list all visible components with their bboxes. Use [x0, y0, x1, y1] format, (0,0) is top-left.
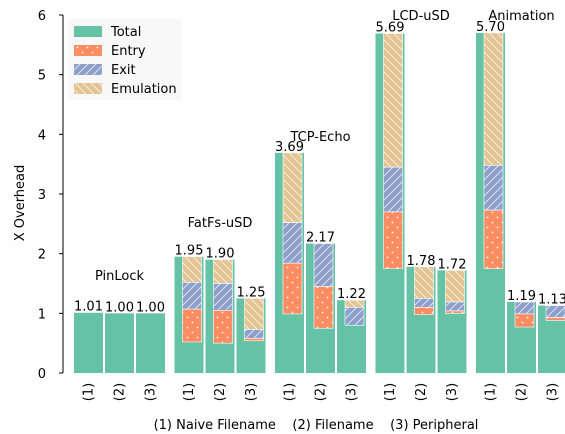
x-tick-label: (3) — [546, 383, 561, 401]
bar-emulation — [414, 266, 434, 299]
x-tick-label: (3) — [445, 383, 460, 401]
group-label: PinLock — [95, 269, 145, 284]
legend-label-exit: Exit — [111, 63, 136, 78]
legend-box — [68, 19, 182, 100]
x-tick-label: (3) — [244, 383, 259, 401]
bar-value-label: 1.78 — [407, 254, 436, 269]
group-label: Animation — [488, 9, 554, 24]
legend-swatch-exit — [74, 64, 102, 75]
x-tick-label: (2) — [314, 383, 329, 401]
bar-value-label: 1.00 — [105, 300, 134, 315]
y-axis-label: X Overhead — [13, 165, 28, 242]
x-tick-label: (1) — [283, 383, 298, 401]
bar-exit — [244, 329, 264, 339]
x-tick-label: (1) — [82, 383, 97, 401]
bar-value-label: 1.90 — [206, 247, 235, 262]
bar-value-label: 1.25 — [237, 285, 266, 300]
bar-exit — [383, 166, 403, 213]
group-label: FatFs-uSD — [188, 216, 253, 231]
y-tick-label: 2 — [38, 248, 46, 263]
y-tick-label: 4 — [38, 128, 46, 143]
x-tick-label: (1) — [182, 383, 197, 401]
bar-value-label: 3.69 — [275, 140, 304, 155]
group-labels-layer: PinLock FatFs-uSD TCP-Echo LCD-uSD Animation — [95, 9, 555, 284]
bar-total — [105, 313, 134, 373]
bar-exit — [483, 165, 504, 211]
bar-emulation — [445, 270, 465, 303]
bar-value-label: 5.69 — [376, 20, 405, 35]
bar-entry — [244, 338, 264, 342]
bar-total — [136, 313, 165, 373]
bar-entry — [213, 310, 233, 344]
bar-total — [74, 312, 103, 373]
bar-value-label: 1.00 — [136, 300, 165, 315]
x-tick-labels: (1) (2) (3) (1) (2) (3) (1) (2) (3) (1) (2) (3) (1) (… — [82, 383, 561, 401]
bar-exit — [282, 222, 303, 264]
bar-value-label: 1.13 — [538, 293, 565, 308]
bar-entry — [514, 313, 535, 328]
bar-entry — [383, 211, 403, 269]
y-tick-label: 1 — [38, 307, 46, 322]
x-caption: (1) Naive Filename (2) Filename (3) Peri… — [154, 418, 479, 433]
x-tick-label: (2) — [213, 383, 228, 401]
bar-entry — [545, 317, 565, 321]
y-tick-label: 3 — [38, 188, 46, 203]
bar-value-label: 5.70 — [476, 20, 505, 35]
bar-emulation — [483, 32, 504, 166]
bar-entry — [445, 310, 465, 314]
bar-emulation — [182, 256, 202, 283]
y-tick-label: 5 — [38, 69, 46, 84]
bar-value-label: 1.22 — [337, 287, 366, 302]
bar-value-label: 1.95 — [175, 244, 204, 259]
bars-layer — [74, 32, 565, 374]
bar-entry — [313, 286, 334, 329]
bar-exit — [313, 243, 334, 287]
bar-value-label: 2.17 — [306, 231, 335, 246]
legend-swatch-entry — [74, 45, 102, 56]
bar-emulation — [213, 259, 233, 284]
bar-entry — [483, 209, 504, 269]
group-label: TCP-Echo — [289, 130, 350, 145]
y-axis: 0 1 2 3 4 5 6 — [38, 9, 64, 382]
legend-label-emulation: Emulation — [111, 82, 177, 97]
legend-label-entry: Entry — [111, 44, 146, 59]
bar-exit — [414, 298, 434, 308]
bar-emulation — [383, 33, 403, 168]
bar-entry — [182, 308, 202, 343]
y-tick-label: 0 — [38, 367, 46, 382]
legend: Total Entry Exit Emulation — [68, 19, 182, 100]
x-tick-label: (2) — [414, 383, 429, 401]
legend-label-total: Total — [110, 25, 141, 40]
x-tick-label: (3) — [345, 383, 360, 401]
x-tick-label: (2) — [515, 383, 530, 401]
bar-exit — [344, 307, 365, 326]
x-tick-label: (1) — [484, 383, 499, 401]
y-tick-label: 6 — [38, 9, 46, 24]
legend-swatch-emulation — [74, 83, 102, 94]
bar-emulation — [244, 298, 264, 330]
bar-emulation — [282, 152, 303, 223]
bar-value-label: 1.72 — [438, 257, 467, 272]
bar-entry — [414, 307, 434, 315]
group-label: LCD-uSD — [392, 9, 450, 24]
bar-exit — [213, 283, 233, 311]
legend-swatch-total — [74, 26, 102, 37]
bar-exit — [445, 301, 465, 312]
bar-labels-layer: 1.01 1.00 1.001.95 1.901.253.692.171.225.69… — [74, 20, 565, 315]
bar-value-label: 1.19 — [507, 289, 536, 304]
x-tick-label: (2) — [113, 383, 128, 401]
x-tick-label: (1) — [383, 383, 398, 401]
bar-value-label: 1.01 — [74, 300, 103, 315]
bar-entry — [282, 262, 303, 315]
bar-exit — [182, 282, 202, 310]
x-tick-label: (3) — [144, 383, 159, 401]
